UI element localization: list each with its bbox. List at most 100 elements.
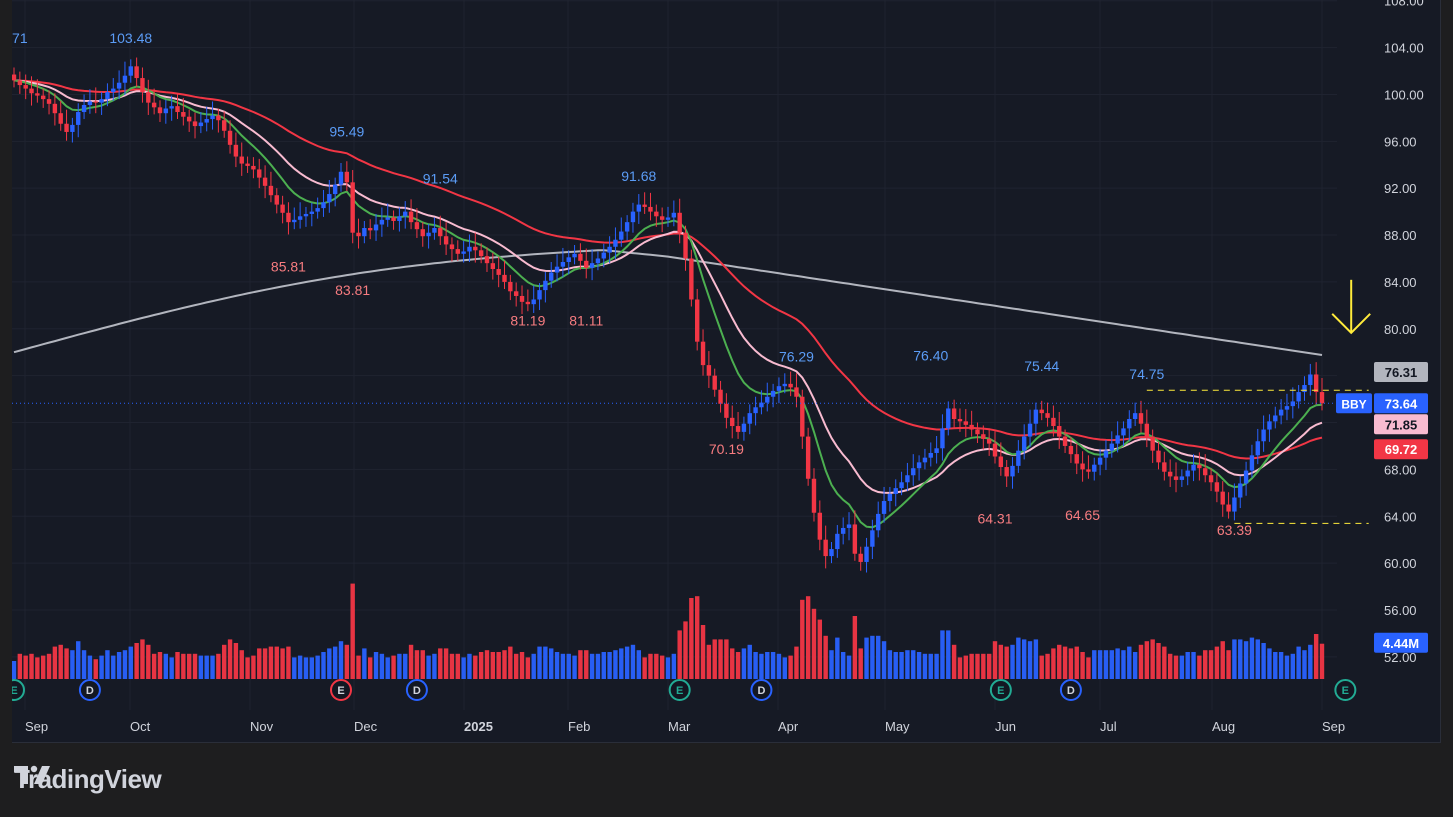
volume-bar	[712, 639, 717, 679]
volume-bar	[99, 655, 104, 679]
volume-bar	[817, 619, 823, 679]
volume-bar	[257, 648, 262, 679]
y-tick-label: 64.00	[1384, 509, 1417, 524]
candle-body	[12, 74, 17, 81]
candle-body	[741, 423, 747, 432]
volume-bar	[636, 650, 642, 679]
candle-body	[1302, 385, 1307, 393]
price-chart[interactable]: 108.00 104.00 100.00 96.00 92.00 88.00 84.00 80…	[12, 0, 1440, 742]
volume-bar	[934, 653, 939, 679]
candle-body	[309, 211, 315, 214]
volume-bar	[1191, 652, 1196, 679]
candle-body	[332, 184, 338, 195]
candle-body	[811, 478, 817, 513]
volume-bar	[1097, 650, 1103, 679]
volume-bar	[858, 648, 863, 679]
candle-body	[192, 121, 198, 127]
volume-bar	[840, 652, 846, 679]
candle-body	[1278, 409, 1284, 416]
volume-bar	[1027, 641, 1033, 679]
candle-body	[385, 217, 390, 220]
candle-body	[677, 212, 682, 233]
candle-body	[712, 375, 717, 390]
volume-bar	[998, 644, 1004, 679]
event-marker-label: E	[997, 685, 1004, 697]
volume-bar	[1220, 641, 1225, 679]
candle-body	[718, 389, 723, 404]
y-tick-label: 68.00	[1384, 462, 1417, 477]
candle-body	[1243, 470, 1249, 484]
high-label: 76.40	[913, 347, 948, 363]
candle-body	[426, 232, 431, 237]
candle-body	[934, 448, 939, 453]
volume-bar	[1238, 639, 1243, 679]
volume-bar	[309, 657, 315, 679]
volume-bar	[619, 648, 624, 679]
candle-body	[1051, 417, 1056, 427]
volume-bar	[1127, 646, 1132, 679]
candle-body	[140, 78, 145, 93]
chart-area[interactable]: 108.00 104.00 100.00 96.00 92.00 88.00 84.00 80…	[12, 0, 1441, 743]
symbol-tag-bg	[1336, 393, 1372, 414]
candle-body	[613, 239, 618, 247]
candle-body	[362, 228, 367, 237]
candle-body	[800, 396, 805, 437]
x-tick-label: Apr	[778, 719, 799, 734]
volume-bar	[1004, 646, 1009, 679]
event-marker	[989, 679, 1012, 701]
candle-body	[747, 413, 752, 424]
candle-body	[730, 417, 735, 427]
candle-body	[1086, 469, 1091, 472]
candle-body	[1179, 476, 1185, 480]
volume-bar	[747, 644, 752, 679]
volume-bar	[706, 644, 712, 679]
candle-body	[1238, 483, 1243, 498]
symbol-tag: BBY	[1341, 397, 1366, 411]
tradingview-logo[interactable]: TradingView	[14, 764, 162, 794]
volume-bar	[905, 650, 910, 679]
x-tick-label: Jul	[1100, 719, 1117, 734]
candle-body	[724, 403, 729, 418]
volume-bar	[397, 653, 402, 679]
candle-body	[975, 429, 980, 435]
y-tick-label: 88.00	[1384, 228, 1417, 243]
tradingview-icon	[14, 765, 50, 784]
candle-body	[478, 250, 484, 257]
volume-bar	[876, 635, 881, 679]
x-tick-label: Sep	[1322, 719, 1345, 734]
candle-body	[899, 482, 904, 489]
candle-body	[601, 252, 606, 259]
candle-body	[911, 468, 916, 476]
candle-body	[1068, 445, 1074, 455]
volume-bar	[1074, 646, 1079, 679]
candle-body	[887, 493, 893, 502]
event-marker	[12, 679, 25, 701]
candle-body	[449, 244, 455, 250]
low-label: 81.11	[569, 312, 603, 328]
volume-bar	[811, 608, 817, 679]
candle-body	[852, 524, 858, 554]
price-axis-label: 4.44M	[1383, 636, 1419, 651]
candle-body	[1203, 468, 1208, 476]
volume-bar	[1144, 641, 1150, 679]
volume-bar	[1103, 650, 1109, 679]
low-label: 83.81	[335, 282, 370, 298]
volume-bar	[1092, 650, 1097, 679]
candle-body	[513, 291, 519, 296]
candle-body	[467, 246, 472, 252]
volume-bar	[986, 653, 992, 679]
volume-bar	[1068, 648, 1074, 679]
volume-bar	[216, 653, 221, 679]
candle-body	[794, 387, 799, 397]
candle-body	[508, 281, 513, 292]
volume-bar	[531, 653, 536, 679]
high-label: 74.75	[1129, 366, 1164, 382]
volume-bar	[1051, 648, 1056, 679]
candle-body	[111, 88, 116, 93]
volume-bar	[181, 653, 186, 679]
volume-bar	[1255, 639, 1260, 679]
volume-bar	[741, 648, 747, 679]
volume-bar	[659, 655, 665, 679]
x-tick-label: Jun	[995, 719, 1016, 734]
